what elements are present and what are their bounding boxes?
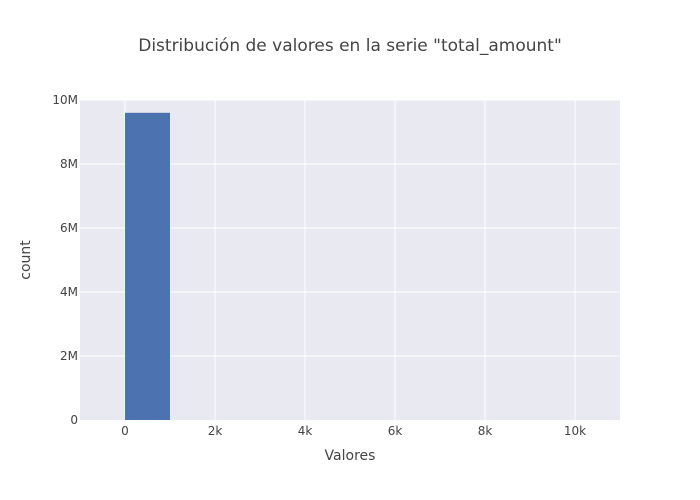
x-tick-label-2: 4k xyxy=(298,424,313,438)
y-tick-label-4: 8M xyxy=(60,157,78,171)
histogram-bar-0 xyxy=(125,112,170,421)
x-axis-ticks: 0 2k 4k 6k 8k 10k xyxy=(121,424,586,438)
x-tick-label-0: 0 xyxy=(121,424,129,438)
y-tick-label-5: 10M xyxy=(52,93,78,107)
y-axis-ticks: 0 2M 4M 6M 8M 10M xyxy=(52,93,78,427)
y-tick-label-1: 2M xyxy=(60,349,78,363)
x-tick-label-5: 10k xyxy=(564,424,586,438)
x-axis-title: Valores xyxy=(325,448,376,464)
y-axis-title: count xyxy=(18,240,34,280)
y-tick-label-0: 0 xyxy=(70,413,78,427)
x-tick-label-3: 6k xyxy=(388,424,403,438)
x-tick-label-1: 2k xyxy=(208,424,223,438)
x-tick-label-4: 8k xyxy=(478,424,493,438)
y-tick-label-3: 6M xyxy=(60,221,78,235)
chart-title: Distribución de valores en la serie "tot… xyxy=(138,36,562,56)
bars xyxy=(125,112,170,421)
y-tick-label-2: 4M xyxy=(60,285,78,299)
